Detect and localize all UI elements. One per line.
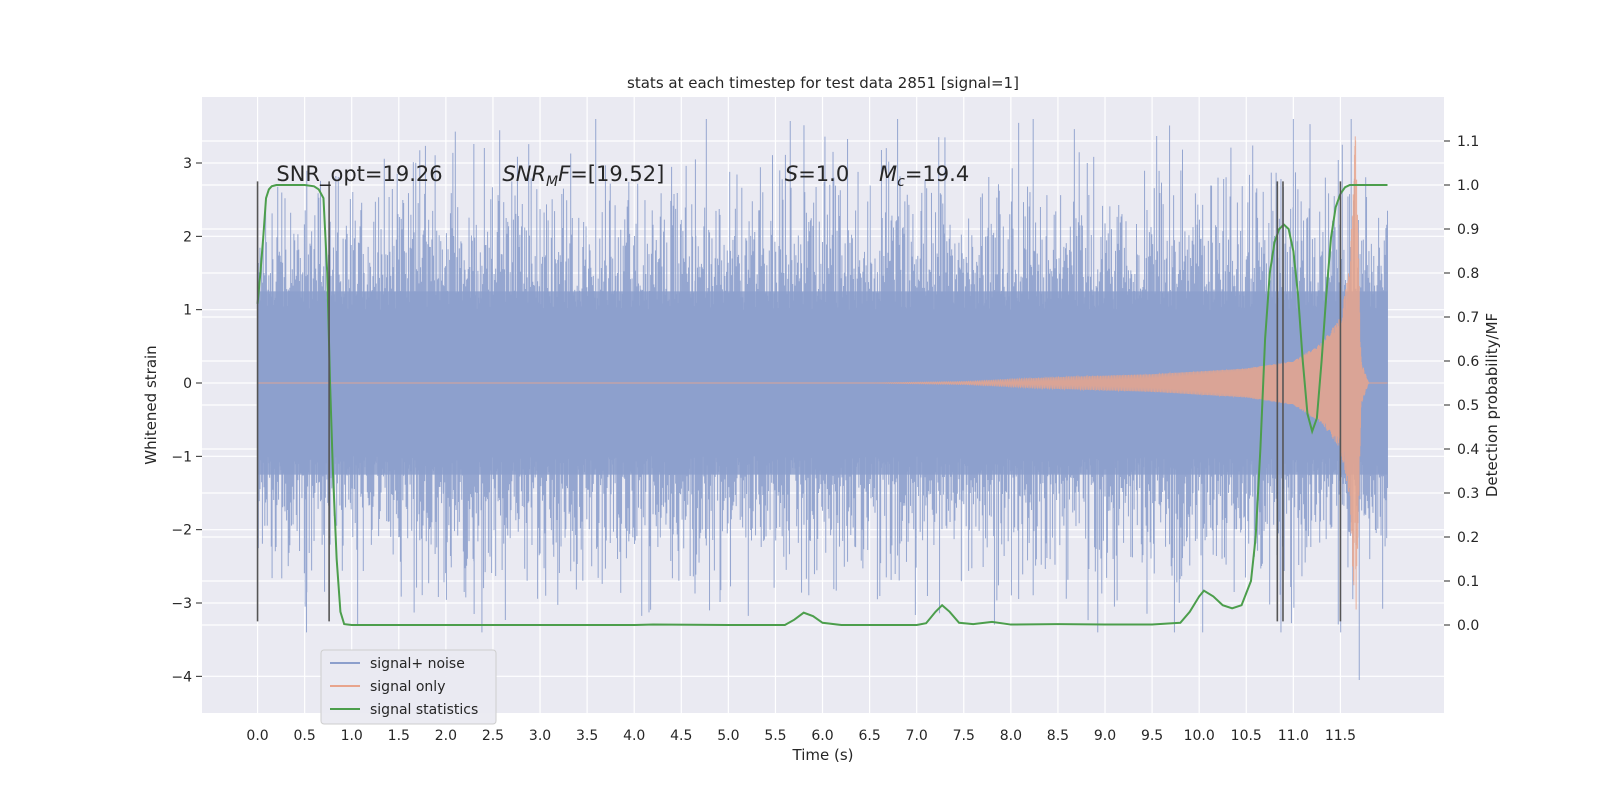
annotation-0: SNR_opt=19.26 — [276, 162, 442, 187]
y-right-tick-label: 0.1 — [1457, 574, 1479, 590]
x-tick-label: 1.5 — [388, 728, 410, 744]
y-right-tick-label: 0.8 — [1457, 266, 1479, 282]
legend-box — [320, 649, 497, 725]
x-tick-label: 4.5 — [670, 728, 692, 744]
x-tick-label: 4.0 — [623, 728, 645, 744]
y-right-tick-label: 1.1 — [1457, 134, 1479, 150]
y-right-tick-label: 0.4 — [1457, 442, 1479, 458]
y-left-tick-label: 3 — [183, 156, 192, 172]
y-left-tick-label: 1 — [183, 303, 192, 319]
x-tick-label: 11.0 — [1278, 728, 1309, 744]
x-tick-label: 8.0 — [1000, 728, 1022, 744]
x-tick-label: 5.0 — [717, 728, 739, 744]
y-right-tick-label: 0.0 — [1457, 618, 1479, 634]
x-tick-label: 2.0 — [435, 728, 457, 744]
x-tick-label: 6.5 — [858, 728, 880, 744]
y-left-tick-label: 0 — [183, 376, 192, 392]
x-axis-label: Time (s) — [792, 746, 854, 764]
x-tick-label: 1.0 — [341, 728, 363, 744]
series-layer — [256, 119, 1388, 680]
y-right-tick-label: 0.3 — [1457, 486, 1479, 502]
vertical-markers — [256, 181, 1342, 622]
y-left-axis-ticks: 3 2 1 0 −1 −2 −3 −4 — [171, 156, 202, 685]
y-left-axis-label: Whitened strain — [142, 345, 160, 464]
x-tick-label: 5.5 — [764, 728, 786, 744]
legend-label-signal-only: signal only — [370, 679, 445, 695]
y-right-tick-label: 1.0 — [1457, 178, 1479, 194]
annotations: SNR_opt=19.26 SNRMF=[19.52] S=1.0 Mc=19.4 — [276, 162, 969, 190]
chart-title: stats at each timestep for test data 285… — [627, 74, 1019, 92]
x-tick-label: 10.0 — [1184, 728, 1215, 744]
legend: signal+ noise signal only signal statist… — [320, 649, 497, 725]
y-right-tick-label: 0.9 — [1457, 222, 1479, 238]
x-tick-label: 8.5 — [1047, 728, 1069, 744]
annotation-3: Mc=19.4 — [879, 162, 969, 190]
x-tick-label: 9.0 — [1094, 728, 1116, 744]
y-right-axis-ticks: 1.1 1.0 0.9 0.8 0.7 0.6 0.5 0.4 0.3 0.2 0.1 0.0 — [1444, 134, 1479, 634]
y-left-tick-label: −4 — [171, 669, 192, 685]
y-left-tick-label: −3 — [171, 596, 192, 612]
annotation-1: SNRMF=[19.52] — [502, 162, 664, 190]
x-tick-label: 10.5 — [1231, 728, 1262, 744]
x-tick-label: 7.0 — [906, 728, 928, 744]
x-tick-label: 0.5 — [294, 728, 316, 744]
legend-label-signal-statistics: signal statistics — [370, 702, 478, 718]
x-tick-label: 0.0 — [246, 728, 268, 744]
x-tick-label: 3.5 — [576, 728, 598, 744]
legend-label-signal-noise: signal+ noise — [370, 656, 465, 672]
x-tick-label: 11.5 — [1325, 728, 1356, 744]
y-right-tick-label: 0.5 — [1457, 398, 1479, 414]
x-tick-label: 9.5 — [1141, 728, 1163, 744]
x-tick-label: 7.5 — [953, 728, 975, 744]
y-right-axis-label: Detection probability/MF — [1483, 313, 1501, 497]
y-right-tick-label: 0.2 — [1457, 530, 1479, 546]
signal-only-trace — [257, 136, 1388, 610]
x-tick-label: 6.0 — [811, 728, 833, 744]
x-axis-ticks: 0.0 0.5 1.0 1.5 2.0 2.5 3.0 3.5 4.0 4.5 5.0 5.5 6.0 6… — [246, 728, 1356, 744]
x-tick-label: 2.5 — [482, 728, 504, 744]
y-left-tick-label: −1 — [171, 449, 192, 465]
x-tick-label: 3.0 — [529, 728, 551, 744]
annotation-2: S=1.0 — [785, 162, 849, 186]
y-left-tick-label: −2 — [171, 523, 192, 539]
y-left-tick-label: 2 — [183, 229, 192, 245]
y-right-tick-label: 0.7 — [1457, 310, 1479, 326]
signal-statistics-line — [256, 184, 1388, 626]
y-right-tick-label: 0.6 — [1457, 354, 1479, 370]
